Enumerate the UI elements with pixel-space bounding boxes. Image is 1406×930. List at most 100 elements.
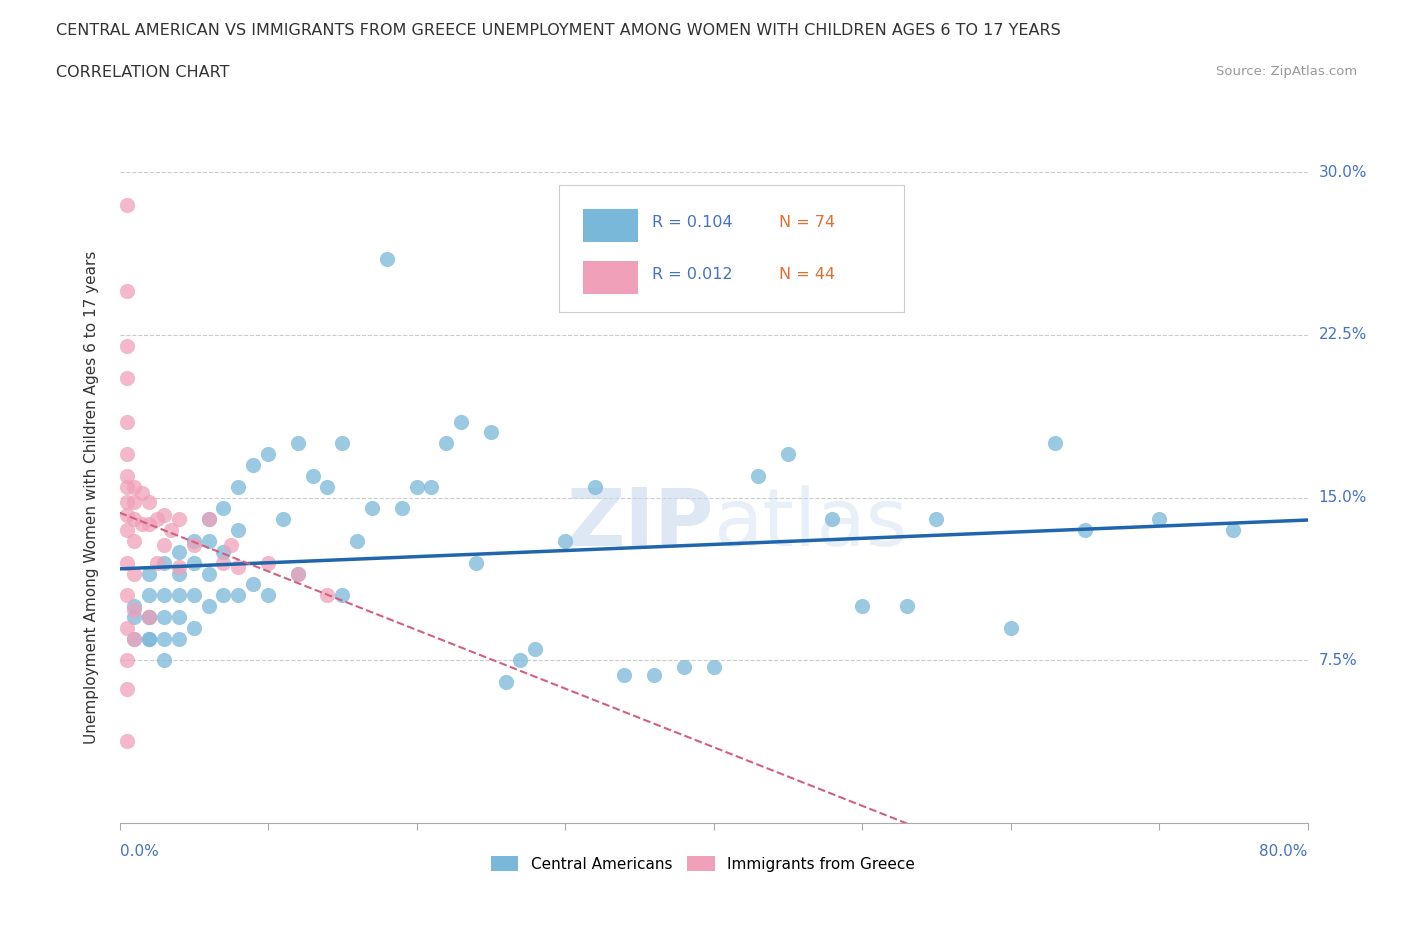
Point <box>1147 512 1170 526</box>
Point <box>167 566 190 581</box>
Point <box>145 512 167 526</box>
Point <box>257 446 280 461</box>
Point <box>896 599 918 614</box>
Point <box>131 516 153 531</box>
Text: R = 0.012: R = 0.012 <box>652 268 733 283</box>
Point <box>124 609 146 624</box>
Point <box>153 508 176 523</box>
Text: CENTRAL AMERICAN VS IMMIGRANTS FROM GREECE UNEMPLOYMENT AMONG WOMEN WITH CHILDRE: CENTRAL AMERICAN VS IMMIGRANTS FROM GREE… <box>56 23 1062 38</box>
Point <box>115 555 138 570</box>
Point <box>153 538 176 552</box>
Point <box>257 555 280 570</box>
Text: 0.0%: 0.0% <box>120 844 159 859</box>
Point <box>212 501 235 516</box>
Point <box>115 653 138 668</box>
Text: 80.0%: 80.0% <box>1260 844 1308 859</box>
Point <box>197 566 219 581</box>
Point <box>242 458 264 472</box>
Point <box>375 251 398 266</box>
Point <box>197 534 219 549</box>
Point <box>153 631 176 646</box>
Point <box>124 603 146 618</box>
Point <box>183 620 205 635</box>
Text: N = 44: N = 44 <box>779 268 835 283</box>
Text: R = 0.104: R = 0.104 <box>652 216 733 231</box>
Point <box>124 631 146 646</box>
Point <box>115 495 138 510</box>
Text: ZIP: ZIP <box>567 485 713 563</box>
Point <box>405 479 427 494</box>
Text: 7.5%: 7.5% <box>1319 653 1357 668</box>
Point <box>434 436 457 451</box>
Point <box>153 609 176 624</box>
Point <box>115 284 138 299</box>
Point <box>115 371 138 386</box>
Point <box>287 566 309 581</box>
Point <box>138 495 160 510</box>
FancyBboxPatch shape <box>583 260 637 295</box>
Point <box>183 588 205 603</box>
Point <box>115 523 138 538</box>
Point <box>124 631 146 646</box>
Point <box>242 577 264 591</box>
Point <box>124 599 146 614</box>
Point <box>183 555 205 570</box>
Text: 22.5%: 22.5% <box>1319 327 1367 342</box>
Point <box>219 538 242 552</box>
Legend: Central Americans, Immigrants from Greece: Central Americans, Immigrants from Greec… <box>485 850 921 878</box>
Point <box>115 469 138 484</box>
Point <box>124 512 146 526</box>
Point <box>115 620 138 635</box>
Point <box>167 631 190 646</box>
Point <box>167 609 190 624</box>
Point <box>212 588 235 603</box>
Point <box>450 414 472 429</box>
Point <box>228 588 250 603</box>
Point <box>115 479 138 494</box>
Point <box>124 534 146 549</box>
Point <box>925 512 948 526</box>
Point <box>138 566 160 581</box>
Point <box>672 659 695 674</box>
Point <box>287 436 309 451</box>
Point <box>301 469 323 484</box>
Point <box>160 523 183 538</box>
Point <box>115 733 138 748</box>
Point <box>153 653 176 668</box>
Point <box>420 479 443 494</box>
Point <box>124 566 146 581</box>
Point <box>124 479 146 494</box>
Point <box>115 446 138 461</box>
Point <box>479 425 502 440</box>
Point <box>212 555 235 570</box>
Point <box>138 631 160 646</box>
Point <box>257 588 280 603</box>
Point <box>115 339 138 353</box>
Point <box>167 512 190 526</box>
Point <box>167 560 190 575</box>
Point <box>115 414 138 429</box>
Point <box>138 588 160 603</box>
Point <box>228 523 250 538</box>
Point <box>228 479 250 494</box>
Text: N = 74: N = 74 <box>779 216 835 231</box>
Point <box>183 534 205 549</box>
Point <box>702 659 725 674</box>
Point <box>747 469 769 484</box>
Point <box>167 544 190 559</box>
Point <box>287 566 309 581</box>
Point <box>228 560 250 575</box>
Text: atlas: atlas <box>713 485 908 563</box>
Point <box>330 588 353 603</box>
Point <box>197 599 219 614</box>
Point <box>212 544 235 559</box>
Point <box>138 609 160 624</box>
Point <box>138 516 160 531</box>
Point <box>361 501 384 516</box>
Point <box>1000 620 1022 635</box>
Point <box>167 588 190 603</box>
Point <box>197 512 219 526</box>
Point <box>138 609 160 624</box>
Text: 30.0%: 30.0% <box>1319 165 1367 179</box>
Text: CORRELATION CHART: CORRELATION CHART <box>56 65 229 80</box>
